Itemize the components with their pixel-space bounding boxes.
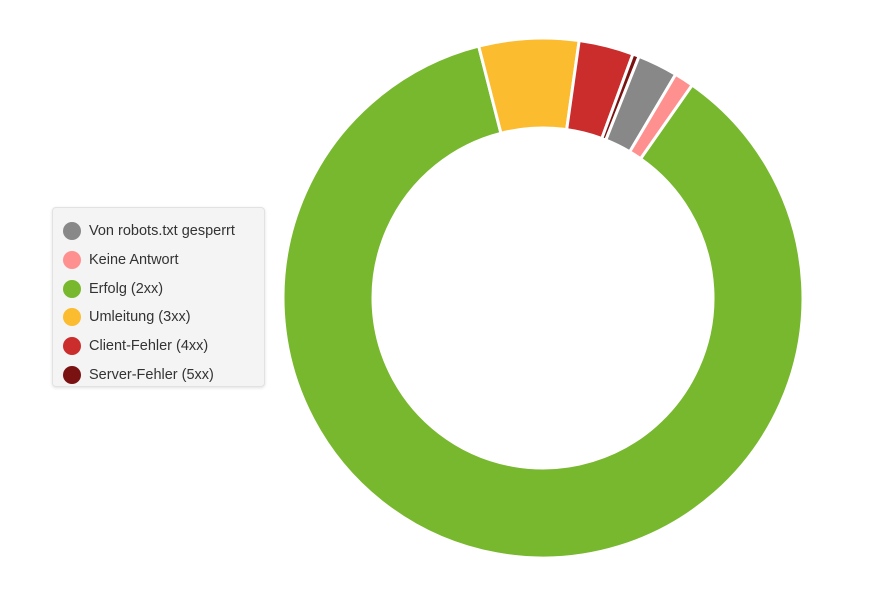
slice-keine-antwort[interactable] [628, 72, 694, 161]
legend-item-erfolg-2xx[interactable]: Erfolg (2xx) [63, 274, 264, 303]
legend-label: Server-Fehler (5xx) [89, 366, 214, 383]
legend-swatch-icon [63, 337, 81, 356]
donut-slices [281, 36, 805, 560]
legend-label: Erfolg (2xx) [89, 280, 164, 297]
legend-item-von-robots-txt-gesperrt[interactable]: Von robots.txt gesperrt [63, 217, 264, 246]
legend-swatch-icon [63, 222, 81, 241]
legend-swatch-icon [63, 308, 81, 327]
legend-item-server-fehler-5xx[interactable]: Server-Fehler (5xx) [63, 360, 264, 389]
slice-erfolg-2xx[interactable] [281, 44, 805, 560]
legend-label: Umleitung (3xx) [89, 309, 191, 326]
legend-label: Client-Fehler (4xx) [89, 338, 209, 355]
legend-swatch-icon [63, 279, 81, 298]
legend-item-umleitung-3xx[interactable]: Umleitung (3xx) [63, 303, 264, 332]
legend-label: Keine Antwort [89, 252, 179, 269]
legend-item-keine-antwort[interactable]: Keine Antwort [63, 246, 264, 275]
legend-label: Von robots.txt gesperrt [89, 223, 235, 240]
legend-item-client-fehler-4xx[interactable]: Client-Fehler (4xx) [63, 332, 264, 361]
chart-legend: Von robots.txt gesperrt Keine Antwort Er… [52, 207, 265, 387]
legend-swatch-icon [63, 251, 81, 270]
legend-swatch-icon [63, 365, 81, 384]
